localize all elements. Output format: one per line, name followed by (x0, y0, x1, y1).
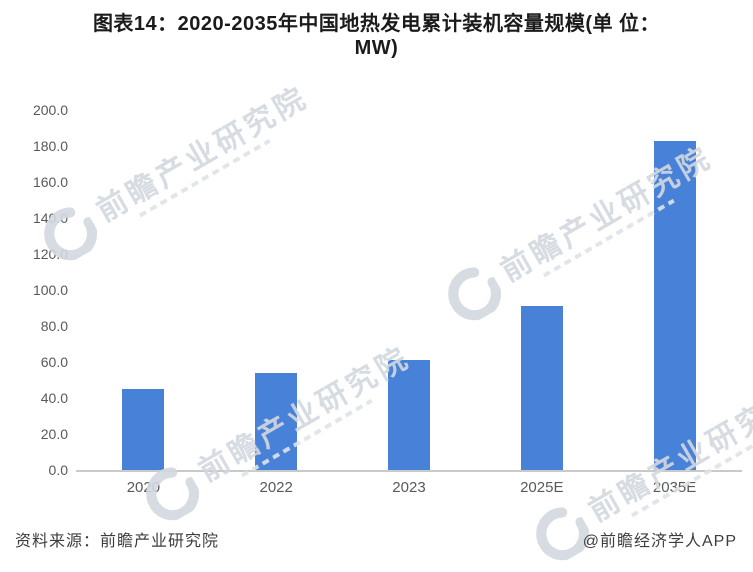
y-tick-100.0: 100.0 (32, 282, 68, 298)
x-tick-2022: 2022 (259, 479, 293, 496)
bar-2035E (653, 140, 696, 470)
x-tick-2025E: 2025E (520, 479, 564, 496)
watermark-1: 前瞻产业研究院 (34, 74, 322, 273)
credit-note: @前瞻经济学人APP (582, 533, 737, 550)
x-tick-2035E: 2035E (652, 479, 697, 496)
x-axis-line (76, 470, 742, 472)
y-tick-140.0: 140.0 (32, 210, 68, 226)
y-tick-60.0: 60.0 (40, 354, 68, 370)
source-note: 资料来源：前瞻产业研究院 (15, 533, 220, 550)
y-tick-40.0: 40.0 (40, 390, 68, 406)
y-tick-0.0: 0.0 (48, 462, 68, 478)
bar-2023 (388, 360, 430, 470)
y-tick-20.0: 20.0 (40, 426, 68, 442)
chart-title-line1: 图表14：2020-2035年中国地热发电累计装机容量规模(单 位： (92, 13, 661, 35)
chart-title-line2: MW) (354, 37, 399, 59)
bar-2022 (255, 372, 298, 470)
y-tick-200.0: 200.0 (32, 102, 68, 118)
watermark-subtext-decoration (138, 138, 271, 218)
watermark-text: 前瞻产业研究院 (91, 80, 315, 229)
bar-2025E (520, 306, 563, 470)
chart-title: 图表14：2020-2035年中国地热发电累计装机容量规模(单 位： MW) (20, 12, 733, 60)
y-tick-160.0: 160.0 (32, 174, 68, 190)
y-tick-180.0: 180.0 (32, 138, 68, 154)
x-tick-2020: 2020 (126, 479, 161, 496)
qianzhan-swoosh-icon (438, 258, 512, 333)
bar-2020 (122, 389, 165, 470)
y-tick-80.0: 80.0 (40, 318, 68, 334)
watermark-text: 前瞻产业研究院 (193, 340, 417, 489)
x-tick-2023: 2023 (392, 479, 426, 496)
y-tick-120.0: 120.0 (32, 246, 68, 262)
